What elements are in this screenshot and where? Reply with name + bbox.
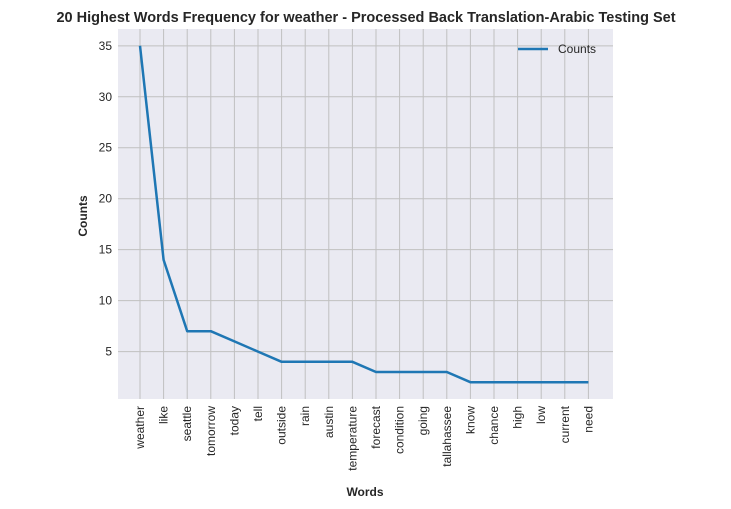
y-tick-label: 35 <box>99 39 113 53</box>
series-line-counts <box>138 45 589 384</box>
y-axis-label: Counts <box>76 195 90 237</box>
y-tick-label: 5 <box>105 345 112 359</box>
x-tick-label: chance <box>487 406 501 445</box>
x-tick-label: rain <box>298 406 312 426</box>
x-tick-label: need <box>581 406 595 433</box>
x-tick-label: low <box>534 406 548 424</box>
legend: Counts <box>518 42 596 56</box>
x-tick-label: weather <box>133 406 147 450</box>
x-tick-label: know <box>463 406 477 434</box>
x-axis-label: Words <box>346 485 383 499</box>
x-tick-label: tomorrow <box>204 406 218 456</box>
x-tick-label: outside <box>275 406 289 445</box>
x-tick-label: condition <box>393 406 407 454</box>
y-tick-label: 25 <box>99 141 113 155</box>
x-tick-label: high <box>511 406 525 429</box>
x-tick-label: today <box>227 406 241 435</box>
x-tick-label: seattle <box>180 406 194 442</box>
y-tick-label: 30 <box>99 90 113 104</box>
y-tick-label: 15 <box>99 243 113 257</box>
y-tick-label: 20 <box>99 192 113 206</box>
x-tick-label: tallahassee <box>440 406 454 467</box>
x-axis: weather like seattle tomorrow today tell outsi… <box>133 405 595 470</box>
x-tick-label: current <box>558 405 572 443</box>
x-tick-label: forecast <box>369 405 383 448</box>
x-tick-label: tell <box>251 406 265 421</box>
plot-area <box>118 29 613 399</box>
y-tick-label: 10 <box>99 294 113 308</box>
x-tick-label: like <box>157 406 171 424</box>
legend-label: Counts <box>558 42 596 56</box>
x-tick-label: temperature <box>345 406 359 471</box>
chart-title: 20 Highest Words Frequency for weather -… <box>56 10 675 26</box>
x-tick-label: going <box>416 406 430 435</box>
y-axis: 5 10 15 20 25 30 35 <box>99 39 113 359</box>
x-tick-label: austin <box>322 406 336 438</box>
grid <box>118 29 613 399</box>
